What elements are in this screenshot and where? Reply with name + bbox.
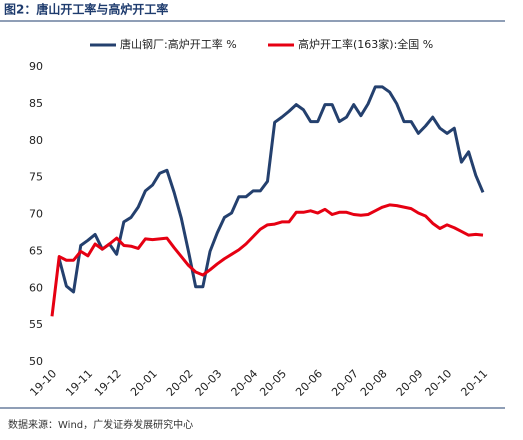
x-tick-label: 20-06 — [293, 367, 325, 399]
series-line — [50, 203, 484, 317]
x-tick-label: 20-02 — [164, 367, 196, 399]
x-tick-label: 20-03 — [193, 367, 225, 399]
x-tick-label: 20-10 — [423, 367, 455, 399]
y-tick-label: 65 — [29, 244, 43, 257]
legend-label: 唐山钢厂:高炉开工率 % — [120, 37, 237, 51]
x-tick-label: 20-04 — [229, 367, 261, 399]
source: 数据来源：Wind，广发证券发展研究中心 — [8, 418, 193, 431]
y-tick-label: 75 — [29, 171, 43, 184]
y-tick-label: 50 — [29, 355, 43, 368]
x-tick-label: 20-05 — [257, 367, 289, 399]
y-tick-label: 60 — [29, 281, 43, 294]
y-tick-label: 70 — [29, 208, 43, 221]
y-tick-label: 80 — [29, 134, 43, 147]
x-tick-label: 20-07 — [329, 367, 361, 399]
x-tick-label: 19-12 — [92, 367, 124, 399]
x-tick-label: 20-11 — [458, 367, 490, 399]
y-tick-label: 85 — [29, 97, 43, 110]
y-tick-label: 90 — [29, 60, 43, 73]
x-tick-label: 20-08 — [358, 367, 390, 399]
x-tick-label: 20-01 — [128, 367, 160, 399]
chart-title: 图2：唐山开工率与高炉开工率 — [4, 2, 168, 17]
legend-label: 高炉开工率(163家):全国 % — [298, 37, 433, 51]
y-tick-label: 55 — [29, 318, 43, 331]
x-tick-label: 19-10 — [27, 367, 59, 399]
x-tick-label: 19-11 — [63, 367, 95, 399]
x-tick-label: 20-09 — [394, 367, 426, 399]
series-line — [57, 85, 485, 294]
